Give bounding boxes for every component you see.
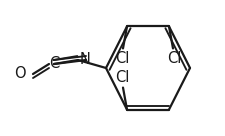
Text: Cl: Cl	[114, 70, 129, 85]
Text: Cl: Cl	[114, 51, 129, 66]
Text: Cl: Cl	[166, 51, 180, 66]
Text: C: C	[49, 55, 59, 70]
Text: N: N	[80, 52, 90, 67]
Text: O: O	[14, 67, 26, 81]
